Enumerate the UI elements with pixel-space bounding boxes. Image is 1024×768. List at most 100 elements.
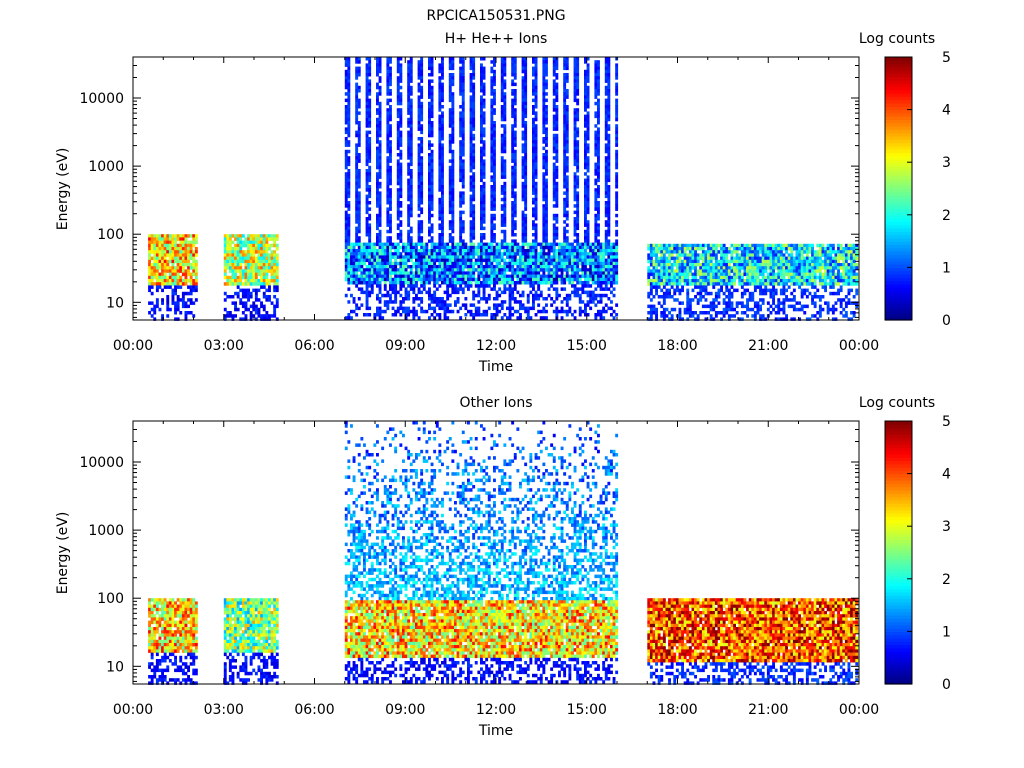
heatmap-cell — [472, 197, 476, 202]
heatmap-cell — [545, 57, 548, 61]
heatmap-cell — [586, 101, 590, 106]
heatmap-cell — [417, 121, 421, 125]
heatmap-cell — [378, 277, 382, 282]
heatmap-cell — [503, 114, 507, 119]
heatmap-cell — [407, 95, 411, 99]
heatmap-cell — [550, 277, 554, 282]
heatmap-cell — [228, 314, 232, 318]
heatmap-cell — [409, 277, 413, 282]
heatmap-cell — [260, 237, 263, 241]
heatmap-cell — [407, 255, 411, 259]
heatmap-cell — [495, 249, 499, 253]
heatmap-cell — [417, 297, 421, 301]
heatmap-cell — [226, 263, 230, 267]
heatmap-cell — [430, 169, 434, 173]
heatmap-cell — [482, 271, 486, 275]
heatmap-cell — [534, 290, 538, 295]
heatmap-cell — [428, 60, 431, 64]
heatmap-cell — [584, 60, 587, 64]
heatmap-cell — [545, 309, 548, 314]
heatmap-cell — [469, 98, 473, 103]
heatmap-cell — [597, 239, 600, 243]
heatmap-cell — [469, 181, 473, 186]
heatmap-cell — [189, 282, 193, 286]
heatmap-cell — [389, 223, 392, 227]
heatmap-cell — [461, 117, 465, 122]
heatmap-cell — [539, 258, 543, 263]
heatmap-cell — [417, 287, 421, 291]
heatmap-cell — [482, 143, 486, 147]
heatmap-cell — [355, 277, 359, 282]
heatmap-cell — [350, 316, 353, 320]
heatmap-cell — [386, 197, 390, 202]
heatmap-cell — [368, 172, 372, 176]
heatmap-cell — [176, 317, 180, 321]
heatmap-cell — [542, 274, 546, 279]
heatmap-cell — [241, 243, 245, 248]
heatmap-cell — [524, 175, 528, 179]
heatmap-cell — [469, 108, 473, 112]
heatmap-cell — [420, 188, 424, 192]
heatmap-cell — [399, 111, 403, 115]
heatmap-cell — [506, 265, 509, 269]
heatmap-cell — [376, 127, 379, 131]
heatmap-cell — [357, 265, 361, 269]
heatmap-cell — [386, 261, 390, 266]
heatmap-cell — [252, 243, 256, 248]
heatmap-cell — [368, 226, 372, 231]
heatmap-cell — [394, 261, 398, 266]
heatmap-cell — [365, 293, 369, 298]
heatmap-cell — [148, 247, 151, 251]
heatmap-cell — [275, 259, 279, 264]
heatmap-cell — [370, 265, 374, 269]
heatmap-cell — [563, 133, 567, 138]
heatmap-cell — [459, 226, 463, 231]
heatmap-cell — [503, 111, 507, 115]
heatmap-cell — [241, 304, 245, 309]
heatmap-cell — [422, 281, 426, 285]
heatmap-cell — [194, 263, 198, 267]
heatmap-cell — [166, 307, 170, 312]
heatmap-cell — [555, 297, 559, 301]
heatmap-cell — [234, 291, 237, 296]
heatmap-cell — [443, 316, 447, 320]
heatmap-cell — [166, 266, 170, 270]
heatmap-cell — [565, 223, 569, 227]
heatmap-cell — [565, 217, 569, 221]
heatmap-cell — [500, 255, 504, 259]
heatmap-cell — [376, 82, 379, 87]
heatmap-cell — [524, 236, 528, 240]
heatmap-cell — [524, 149, 528, 154]
heatmap-cell — [511, 57, 515, 61]
heatmap-cell — [576, 249, 580, 253]
heatmap-cell — [417, 201, 421, 205]
heatmap-cell — [163, 285, 167, 289]
heatmap-cell — [490, 156, 494, 160]
heatmap-cell — [179, 243, 183, 248]
heatmap-cell — [573, 293, 577, 298]
heatmap-cell — [472, 137, 476, 141]
heatmap-cell — [521, 229, 525, 234]
heatmap-cell — [404, 287, 408, 291]
heatmap-cell — [513, 297, 517, 301]
heatmap-cell — [438, 303, 442, 307]
heatmap-cell — [482, 233, 486, 237]
heatmap-cell — [534, 213, 538, 218]
heatmap-cell — [407, 63, 411, 67]
heatmap-cell — [357, 98, 361, 103]
heatmap-cell — [368, 117, 372, 122]
colorbar-label: Log counts — [859, 31, 935, 47]
heatmap-cell — [355, 284, 359, 288]
heatmap-cell — [482, 242, 486, 247]
heatmap-cell — [584, 306, 587, 311]
heatmap-cell — [576, 133, 580, 138]
heatmap-cell — [275, 279, 279, 283]
heatmap-cell — [150, 314, 154, 318]
heatmap-cell — [521, 191, 525, 195]
heatmap-cell — [247, 288, 250, 293]
heatmap-cell — [386, 245, 390, 250]
heatmap-cell — [529, 316, 533, 320]
heatmap-cell — [573, 153, 577, 157]
heatmap-cell — [376, 252, 379, 256]
heatmap-cell — [513, 82, 517, 87]
